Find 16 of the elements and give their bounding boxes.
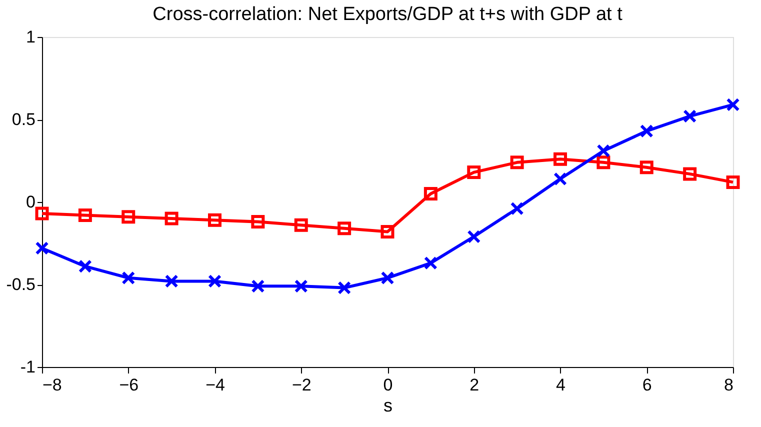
y-tick-label: 0	[26, 192, 36, 212]
x-tick-label: −8	[42, 376, 62, 394]
x-tick-label: 4	[556, 376, 566, 394]
x-tick-label: −6	[119, 376, 139, 394]
x-axis-title: s	[384, 396, 392, 416]
y-tick-label: 1	[26, 28, 36, 46]
chart-title: Cross-correlation: Net Exports/GDP at t+s with GDP at t	[152, 4, 624, 25]
x-tick-label: 0	[383, 376, 393, 394]
x-tick-label: 8	[724, 376, 734, 394]
x-tick-label: −2	[292, 376, 312, 394]
y-tick-label: 0.5	[12, 110, 36, 129]
x-tick-label: 6	[642, 376, 652, 394]
y-tick-label: -0.5	[6, 275, 36, 294]
x-tick-label: 2	[470, 376, 480, 394]
x-tick-label: −4	[206, 376, 225, 394]
y-tick-label: -1	[20, 358, 36, 376]
